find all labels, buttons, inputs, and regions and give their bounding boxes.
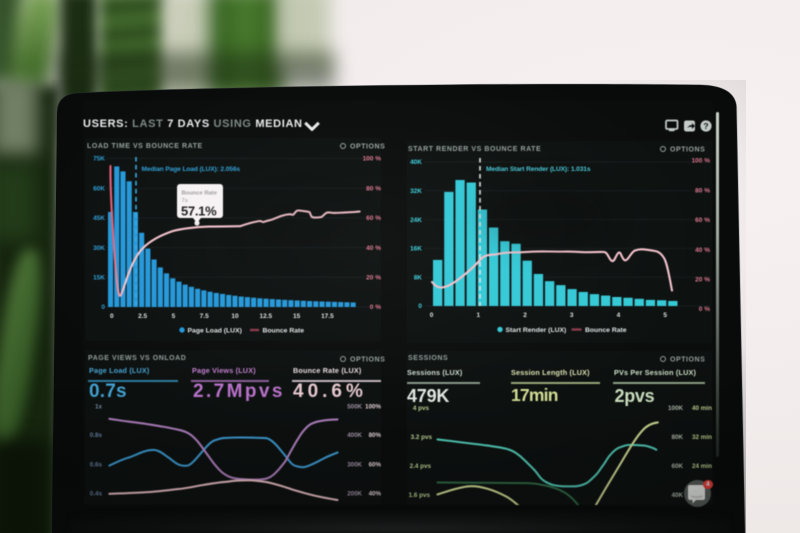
svg-text:1x: 1x (95, 404, 103, 411)
svg-text:0.6s: 0.6s (90, 462, 103, 469)
svg-text:0: 0 (430, 312, 434, 319)
svg-text:57.1%: 57.1% (181, 204, 217, 219)
svg-text:0: 0 (418, 303, 422, 310)
svg-text:40 %: 40 % (366, 245, 381, 252)
svg-text:80 %: 80 % (695, 187, 710, 194)
svg-text:60K: 60K (93, 185, 105, 192)
svg-text:20 %: 20 % (366, 275, 381, 282)
svg-text:Start Render (LUX): Start Render (LUX) (506, 327, 567, 334)
svg-text:8K: 8K (414, 274, 423, 281)
svg-text:Page Load (LUX): Page Load (LUX) (188, 328, 242, 335)
svg-text:300K: 300K (347, 462, 362, 469)
svg-text:40 min: 40 min (692, 405, 712, 412)
svg-text:100 %: 100 % (363, 156, 381, 163)
svg-text:7.5: 7.5 (200, 313, 209, 320)
svg-text:1: 1 (476, 312, 480, 319)
svg-text:10: 10 (231, 313, 239, 320)
svg-text:40%: 40% (369, 491, 381, 498)
svg-text:60%: 60% (369, 462, 381, 469)
svg-text:40K: 40K (410, 159, 422, 166)
svg-text:32 min: 32 min (692, 434, 712, 441)
svg-text:4 pvs: 4 pvs (413, 405, 430, 412)
svg-text:100%: 100% (365, 404, 381, 411)
svg-text:0: 0 (101, 304, 105, 311)
svg-text:20 %: 20 % (695, 277, 710, 284)
svg-text:40 %: 40 % (695, 247, 710, 254)
svg-text:5: 5 (663, 312, 667, 319)
svg-text:60 %: 60 % (366, 215, 381, 222)
svg-text:0.4s: 0.4s (90, 491, 103, 498)
svg-text:80K: 80K (671, 434, 683, 441)
svg-text:200K: 200K (347, 491, 362, 498)
svg-text:80%: 80% (369, 432, 381, 439)
svg-text:Bounce Rate: Bounce Rate (585, 327, 627, 334)
svg-text:2: 2 (523, 312, 527, 319)
svg-text:Bounce Rate: Bounce Rate (263, 328, 305, 335)
svg-text:100K: 100K (668, 405, 684, 412)
svg-text:2.5: 2.5 (138, 313, 147, 320)
svg-text:3.2 pvs: 3.2 pvs (411, 434, 433, 441)
svg-text:3: 3 (570, 312, 574, 319)
svg-text:0: 0 (110, 313, 114, 320)
svg-text:17.5: 17.5 (321, 313, 334, 320)
svg-text:12.5: 12.5 (259, 313, 272, 320)
svg-text:60K: 60K (671, 463, 683, 470)
svg-text:2.4 pvs: 2.4 pvs (410, 463, 432, 470)
svg-text:30K: 30K (93, 245, 105, 252)
svg-text:60 %: 60 % (695, 217, 710, 224)
svg-text:0 %: 0 % (370, 304, 381, 311)
svg-text:Median Start Render (LUX): 1.0: Median Start Render (LUX): 1.031s (486, 166, 591, 173)
svg-text:40K: 40K (671, 492, 683, 499)
svg-text:15: 15 (293, 313, 301, 320)
svg-text:24 min: 24 min (692, 463, 712, 470)
svg-text:32K: 32K (410, 188, 422, 195)
svg-text:0.8s: 0.8s (90, 432, 103, 439)
svg-text:4: 4 (617, 312, 621, 319)
svg-text:80 %: 80 % (366, 185, 381, 192)
svg-text:400K: 400K (347, 432, 362, 439)
svg-text:16K: 16K (410, 246, 422, 253)
svg-text:75K: 75K (93, 156, 105, 163)
svg-text:5: 5 (172, 313, 176, 320)
svg-text:45K: 45K (93, 215, 105, 222)
svg-text:24K: 24K (410, 217, 422, 224)
svg-text:500K: 500K (347, 404, 362, 411)
svg-text:15K: 15K (93, 275, 105, 282)
svg-text:7s: 7s (182, 198, 188, 204)
svg-text:100 %: 100 % (692, 158, 711, 165)
svg-text:Median Page Load (LUX): 2.056s: Median Page Load (LUX): 2.056s (142, 166, 241, 173)
svg-text:0 %: 0 % (699, 306, 710, 313)
svg-text:1.6 pvs: 1.6 pvs (409, 492, 431, 499)
svg-text:?: ? (703, 121, 708, 131)
svg-text:Bounce Rate: Bounce Rate (182, 191, 218, 197)
